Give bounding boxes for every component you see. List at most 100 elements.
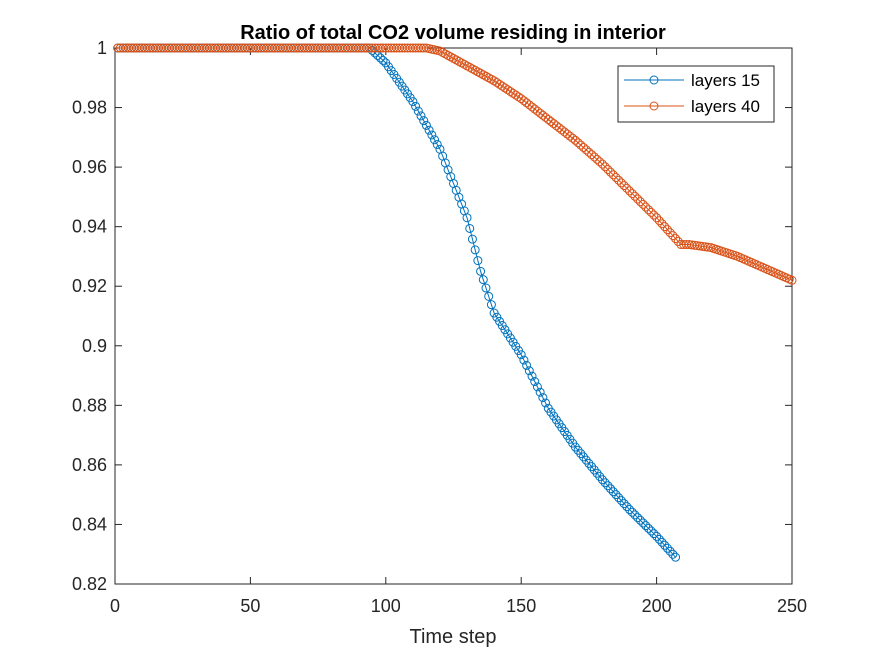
data-point bbox=[411, 101, 421, 111]
data-point bbox=[595, 472, 605, 481]
data-point bbox=[573, 138, 583, 148]
legend-label-layers-40: layers 40 bbox=[691, 97, 760, 116]
data-point bbox=[413, 106, 423, 116]
legend-label-layers-15: layers 15 bbox=[691, 71, 760, 90]
data-point bbox=[470, 245, 480, 255]
data-point bbox=[419, 116, 429, 126]
data-point bbox=[478, 275, 488, 285]
plot-area bbox=[114, 47, 793, 585]
data-point bbox=[451, 55, 461, 65]
data-point bbox=[643, 523, 653, 533]
data-point bbox=[486, 300, 496, 310]
y-tick-label: 0.98 bbox=[72, 98, 107, 118]
x-tick-label: 50 bbox=[240, 596, 260, 616]
data-point bbox=[478, 70, 488, 80]
data-point bbox=[611, 490, 621, 500]
data-point bbox=[600, 478, 610, 488]
y-tick-label: 1 bbox=[97, 38, 107, 58]
y-tick-label: 0.96 bbox=[72, 157, 107, 177]
data-point bbox=[378, 55, 388, 65]
data-point bbox=[660, 540, 670, 550]
data-point bbox=[516, 350, 526, 360]
data-point bbox=[484, 291, 494, 301]
data-point bbox=[654, 216, 664, 226]
x-tick-label: 100 bbox=[371, 596, 401, 616]
data-point bbox=[638, 518, 648, 528]
data-point bbox=[595, 157, 605, 167]
data-point bbox=[657, 537, 667, 547]
data-point bbox=[587, 462, 597, 472]
data-point bbox=[649, 529, 659, 539]
data-point bbox=[462, 213, 472, 223]
data-point bbox=[625, 186, 635, 196]
y-tick-label: 0.94 bbox=[72, 217, 107, 237]
data-point bbox=[652, 213, 662, 223]
data-point bbox=[630, 510, 640, 520]
legend[interactable]: layers 15 layers 40 bbox=[617, 65, 775, 123]
data-point bbox=[671, 552, 681, 562]
data-point bbox=[606, 484, 616, 494]
data-point bbox=[367, 45, 377, 55]
data-point bbox=[622, 183, 632, 193]
data-point bbox=[787, 275, 797, 285]
data-point bbox=[581, 145, 591, 155]
data-point bbox=[524, 366, 534, 376]
series-layer bbox=[113, 43, 797, 562]
data-point bbox=[597, 475, 607, 485]
data-point bbox=[421, 120, 431, 130]
data-point bbox=[625, 505, 635, 515]
data-point bbox=[459, 59, 469, 69]
y-tick-label: 0.86 bbox=[72, 455, 107, 475]
data-point bbox=[592, 154, 602, 164]
data-point bbox=[467, 234, 477, 244]
y-tick-label: 0.82 bbox=[72, 574, 107, 594]
axis-ticks: 0 50 100 150 200 250 0.82 0.84 0.86 0.88 0.9 0.92 0.… bbox=[72, 38, 807, 616]
data-point bbox=[662, 543, 672, 553]
data-point bbox=[630, 191, 640, 201]
data-point bbox=[476, 68, 486, 78]
data-point bbox=[443, 50, 453, 60]
data-point bbox=[657, 219, 667, 229]
data-point bbox=[457, 58, 467, 68]
data-point bbox=[570, 442, 580, 452]
data-point bbox=[432, 139, 442, 149]
data-point bbox=[600, 162, 610, 172]
y-tick-label: 0.84 bbox=[72, 514, 107, 534]
data-point bbox=[622, 502, 632, 512]
data-point bbox=[671, 234, 681, 244]
data-point bbox=[641, 202, 651, 212]
data-point bbox=[438, 47, 448, 57]
data-point bbox=[446, 52, 456, 62]
data-point bbox=[454, 56, 464, 66]
data-point bbox=[470, 65, 480, 75]
data-point bbox=[638, 199, 648, 209]
data-point bbox=[660, 222, 670, 232]
data-point bbox=[703, 242, 713, 252]
data-point bbox=[581, 455, 591, 465]
data-point bbox=[473, 67, 483, 77]
data-point bbox=[627, 507, 637, 517]
data-point bbox=[424, 125, 434, 135]
data-point bbox=[662, 225, 672, 235]
data-point bbox=[568, 133, 578, 143]
data-point bbox=[462, 61, 472, 71]
data-point bbox=[603, 164, 613, 174]
x-tick-label: 0 bbox=[110, 596, 120, 616]
data-point bbox=[370, 48, 380, 58]
data-point bbox=[481, 71, 491, 81]
data-point bbox=[532, 382, 542, 392]
data-point bbox=[587, 150, 597, 160]
data-point bbox=[476, 266, 486, 276]
data-point bbox=[465, 62, 475, 72]
data-point bbox=[614, 493, 624, 503]
data-point bbox=[570, 135, 580, 145]
data-point bbox=[519, 355, 529, 365]
data-point bbox=[578, 142, 588, 152]
legend-box bbox=[617, 65, 775, 123]
data-point bbox=[665, 228, 675, 238]
x-tick-label: 200 bbox=[642, 596, 672, 616]
data-point bbox=[633, 513, 643, 523]
data-point bbox=[584, 458, 594, 468]
data-point bbox=[589, 465, 599, 475]
